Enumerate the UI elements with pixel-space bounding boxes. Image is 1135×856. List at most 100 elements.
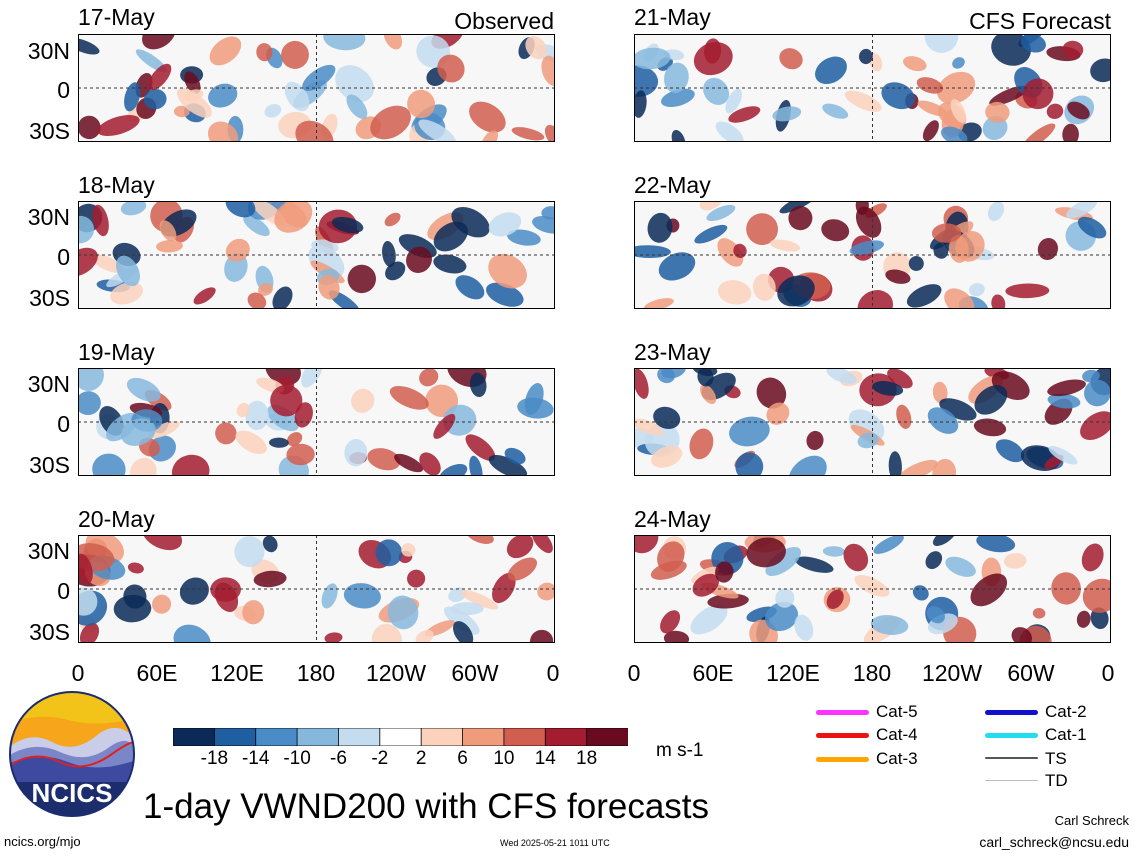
wind-anomaly-blob	[715, 121, 744, 142]
wind-anomaly-blob	[661, 368, 686, 379]
colorbar-tick-label: 6	[457, 748, 468, 769]
map-panel-20may	[78, 535, 555, 643]
wind-anomaly-blob	[944, 288, 975, 309]
lat-label-0: 0	[57, 244, 70, 270]
wind-anomaly-blob	[256, 43, 273, 62]
wind-anomaly-blob	[394, 453, 424, 473]
wind-anomaly-blob	[384, 212, 401, 227]
colorbar-swatch	[255, 728, 298, 746]
wind-anomaly-blob	[955, 230, 985, 262]
wind-anomaly-blob	[706, 204, 736, 222]
footer-url[interactable]: ncics.org/mjo	[4, 834, 81, 849]
wind-anomaly-blob	[887, 368, 913, 389]
colorbar-swatch	[586, 728, 628, 746]
wind-anomaly-blob	[301, 368, 323, 388]
wind-anomaly-blob	[120, 201, 147, 216]
wind-anomaly-blob	[976, 535, 1016, 553]
wind-anomaly-blob	[881, 82, 915, 110]
wind-anomaly-blob	[245, 400, 269, 430]
wind-anomaly-blob	[78, 215, 95, 244]
wind-anomaly-blob	[524, 383, 544, 415]
map-panel-21may	[634, 34, 1111, 142]
wind-anomaly-blob	[843, 543, 869, 572]
wind-anomaly-blob	[777, 275, 815, 307]
wind-anomaly-blob	[321, 583, 338, 609]
map-frame	[78, 535, 555, 643]
wind-anomaly-blob	[916, 77, 944, 94]
wind-anomaly-blob	[1048, 446, 1078, 465]
wind-anomaly-blob	[746, 213, 779, 246]
lon-label-120e: 120E	[210, 660, 264, 686]
map-frame	[78, 368, 555, 476]
wind-anomaly-blob	[1046, 103, 1064, 119]
wind-anomaly-blob	[775, 588, 795, 608]
wind-anomaly-blob	[106, 412, 138, 442]
wind-anomaly-blob	[653, 406, 681, 430]
lon-label-60w: 60W	[1007, 660, 1055, 686]
wind-anomaly-blob	[173, 105, 190, 118]
wind-anomaly-blob	[437, 54, 465, 83]
wind-anomaly-blob	[995, 439, 1025, 463]
wind-anomaly-blob	[79, 622, 100, 643]
wind-anomaly-blob	[1082, 369, 1100, 383]
colorbar-tick-label: 18	[576, 748, 598, 769]
main-title: 1-day VWND200 with CFS forecasts	[143, 787, 710, 826]
wind-anomaly-blob	[989, 85, 1029, 106]
legend-line-cat5	[816, 710, 869, 715]
map-frame	[634, 34, 1111, 142]
legend-label-ts: TS	[1045, 749, 1067, 768]
wind-anomaly-blob	[324, 632, 343, 643]
wind-anomaly-blob	[634, 47, 671, 70]
wind-anomaly-blob	[389, 385, 429, 410]
wind-anomaly-blob	[123, 584, 147, 609]
legend-line-cat4	[816, 733, 869, 738]
wind-anomaly-blob	[504, 447, 526, 465]
wind-anomaly-blob	[950, 99, 967, 123]
wind-anomaly-blob	[236, 402, 250, 418]
wind-anomaly-blob	[541, 55, 555, 87]
wind-anomaly-blob	[1005, 283, 1050, 299]
footer-email[interactable]: carl_schreck@ncsu.edu	[979, 834, 1129, 850]
wind-anomaly-blob	[925, 551, 943, 570]
wind-anomaly-blob	[888, 451, 902, 476]
colorbar-tick-label: -6	[330, 748, 347, 769]
lon-label-0: 0	[71, 660, 85, 686]
wind-anomaly-blob	[822, 103, 849, 119]
wind-anomaly-blob	[262, 535, 278, 553]
wind-anomaly-blob	[664, 62, 689, 93]
wind-anomaly-blob	[343, 583, 381, 609]
map-frame	[634, 535, 1111, 643]
wind-anomaly-blob	[370, 105, 411, 140]
wind-anomaly-blob	[715, 561, 734, 583]
wind-anomaly-blob	[671, 129, 686, 142]
wind-anomaly-blob	[692, 573, 720, 597]
wind-anomaly-blob	[826, 589, 844, 610]
lon-label-120w: 120W	[365, 660, 427, 686]
wind-anomaly-blob	[110, 282, 143, 305]
wind-anomaly-blob	[1076, 610, 1091, 628]
panel-date-24may: 24-May	[634, 506, 711, 532]
wind-anomaly-blob	[1066, 201, 1098, 219]
wind-anomaly-blob	[857, 432, 879, 449]
wind-anomaly-blob	[433, 221, 468, 252]
panel-date-18may: 18-May	[78, 172, 155, 198]
lon-label-120e: 120E	[766, 660, 820, 686]
wind-anomaly-blob	[1011, 627, 1033, 643]
wind-anomaly-blob	[243, 215, 270, 237]
wind-anomaly-blob	[97, 114, 140, 137]
wind-anomaly-blob	[1080, 411, 1111, 440]
wind-anomaly-blob	[193, 287, 216, 305]
lat-label-30s: 30S	[29, 285, 70, 311]
wind-anomaly-blob	[1062, 123, 1079, 142]
wind-anomaly-blob	[209, 36, 242, 66]
wind-anomaly-blob	[92, 453, 126, 476]
map-frame	[78, 34, 555, 142]
colorbar-swatch	[213, 728, 257, 746]
wind-anomaly-blob	[407, 89, 436, 119]
wind-anomaly-blob	[433, 413, 456, 439]
wind-anomaly-blob	[532, 215, 555, 234]
wind-anomaly-blob	[433, 254, 467, 274]
colorbar-tick-label: 10	[493, 748, 515, 769]
wind-anomaly-blob	[661, 88, 695, 107]
wind-anomaly-blob	[940, 126, 968, 142]
